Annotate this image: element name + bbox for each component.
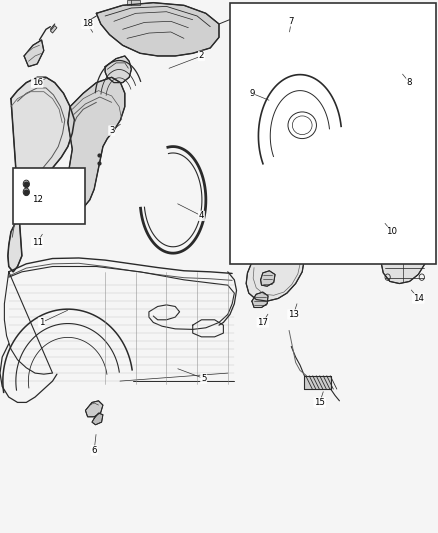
Text: 15: 15 (314, 398, 325, 407)
Polygon shape (96, 3, 219, 56)
Polygon shape (50, 26, 57, 33)
Text: 16: 16 (32, 78, 43, 87)
Text: 18: 18 (82, 20, 93, 28)
Polygon shape (261, 271, 275, 286)
Polygon shape (394, 229, 403, 236)
Polygon shape (359, 195, 368, 205)
Text: 3: 3 (109, 126, 114, 135)
Bar (230, 3, 436, 264)
Polygon shape (46, 176, 77, 193)
Polygon shape (243, 19, 272, 40)
Polygon shape (381, 230, 427, 284)
Polygon shape (252, 292, 268, 308)
Bar (13, 168, 85, 224)
Polygon shape (105, 56, 131, 83)
Polygon shape (304, 376, 331, 389)
Polygon shape (383, 40, 407, 61)
Polygon shape (68, 77, 125, 213)
Text: 12: 12 (32, 196, 43, 204)
Text: 9: 9 (249, 89, 254, 98)
Text: 11: 11 (32, 238, 43, 247)
Text: 8: 8 (407, 78, 412, 87)
Polygon shape (85, 401, 103, 417)
Text: 10: 10 (386, 228, 398, 236)
Polygon shape (92, 413, 103, 425)
Text: 14: 14 (413, 294, 424, 303)
Polygon shape (24, 40, 44, 67)
Text: 5: 5 (201, 374, 206, 383)
Text: 2: 2 (199, 52, 204, 60)
Text: 17: 17 (257, 318, 268, 327)
Polygon shape (8, 77, 74, 272)
Polygon shape (246, 230, 304, 301)
Polygon shape (127, 0, 140, 5)
Text: 4: 4 (199, 212, 204, 220)
Polygon shape (392, 36, 402, 42)
Text: 1: 1 (39, 318, 44, 327)
Text: 6: 6 (92, 446, 97, 455)
Polygon shape (364, 189, 431, 214)
Text: 7: 7 (289, 17, 294, 26)
Text: 13: 13 (288, 310, 299, 319)
